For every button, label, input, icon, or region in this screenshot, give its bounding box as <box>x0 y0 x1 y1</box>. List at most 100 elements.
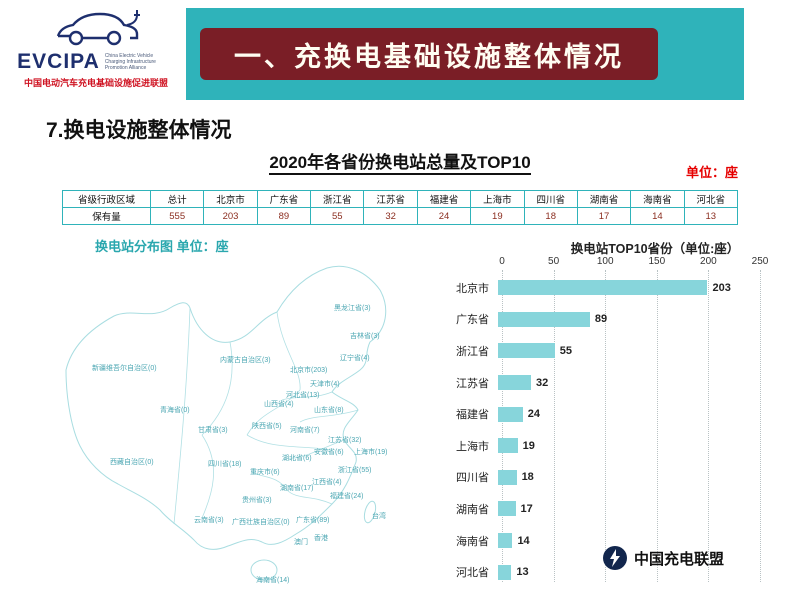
section-heading: 7.换电设施整体情况 <box>46 119 232 142</box>
logo-acronym: EVCIPA <box>17 50 100 73</box>
bar <box>498 406 523 422</box>
chart-title: 换电站TOP10省份（单位:座） <box>570 242 740 256</box>
province-border <box>286 489 333 505</box>
table-header-cell: 江苏省 <box>363 190 418 208</box>
table-value-cell: 14 <box>630 207 685 225</box>
map-province-label: 陕西省(5) <box>252 421 282 430</box>
x-axis-tick: 200 <box>700 256 717 267</box>
gridline <box>502 270 503 582</box>
unit-label: 单位：座 <box>685 165 738 180</box>
table-value-cell: 13 <box>683 207 739 225</box>
province-border <box>276 311 301 391</box>
map-province-label: 福建省(24) <box>330 491 363 500</box>
y-axis-label: 海南省 <box>456 535 489 548</box>
map-province-label: 云南省(3) <box>194 515 224 524</box>
map-province-label: 江苏省(32) <box>328 435 361 444</box>
chart-row: 广东省 89 <box>452 304 800 336</box>
province-border <box>201 341 233 436</box>
map-province-label: 黑龙江省(3) <box>334 303 371 312</box>
bar <box>498 438 518 454</box>
table-header-cell: 上海市 <box>470 190 525 208</box>
map-province-label: 四川省(18) <box>208 459 241 468</box>
x-axis-tick: 50 <box>548 256 560 267</box>
y-axis-label: 北京市 <box>456 282 489 295</box>
gridline <box>760 270 761 582</box>
y-axis-label: 四川省 <box>456 472 489 485</box>
bar <box>498 501 516 517</box>
table-value-cell: 保有量 <box>62 207 151 225</box>
bar-value-label: 13 <box>516 566 529 579</box>
table-value-cell: 555 <box>149 207 205 225</box>
bar <box>498 343 555 359</box>
chart-row: 上海市 19 <box>452 430 800 462</box>
header-banner: 一、充换电基础设施整体情况 <box>186 8 744 100</box>
map-province-label: 江西省(4) <box>312 477 342 486</box>
map-province-label: 天津市(4) <box>310 379 340 388</box>
table-header-cell: 海南省 <box>630 190 685 208</box>
x-axis-tick: 150 <box>648 256 666 267</box>
map-province-label: 广西壮族自治区(0) <box>232 517 290 526</box>
table-header-cell: 四川省 <box>523 190 578 208</box>
evcipa-logo: EVCIPA China Electric Vehicle Charging I… <box>10 4 182 89</box>
map-province-label: 新疆维吾尔自治区(0) <box>92 363 157 372</box>
gridline <box>708 270 710 582</box>
chart-row: 海南省 14 <box>452 525 800 557</box>
bar-value-label: 203 <box>712 281 731 294</box>
map-province-label: 辽宁省(4) <box>340 353 370 362</box>
province-border <box>281 391 333 401</box>
x-axis-tick: 0 <box>499 256 505 267</box>
y-axis-label: 湖南省 <box>456 503 489 516</box>
bar-value-label: 17 <box>520 502 533 515</box>
map-province-label: 内蒙古自治区(3) <box>220 355 271 364</box>
table-header-cell: 福建省 <box>416 190 472 208</box>
table-value-cell: 17 <box>576 207 632 225</box>
table-value-cell: 19 <box>470 207 525 225</box>
table-header-cell: 北京市 <box>203 190 258 208</box>
bar <box>498 375 532 391</box>
gridline <box>553 270 555 582</box>
map-province-label: 西藏自治区(0) <box>110 457 154 466</box>
map-province-label: 广东省(89) <box>296 515 329 524</box>
map-province-label: 海南省(14) <box>256 575 289 584</box>
map-title: 换电站分布图 单位：座 <box>95 239 229 254</box>
map-province-label: 上海市(19) <box>354 447 387 456</box>
map-province-label: 湖北省(6) <box>282 453 312 462</box>
map-province-label: 安徽省(6) <box>314 447 344 456</box>
table-value-cell: 24 <box>416 207 472 225</box>
chart-rows: 北京市 203 广东省 89 浙江省 55 江苏省 32 福建省 24 上海市 19 四川省 18 湖南省 1… <box>452 272 800 588</box>
map-province-label: 香港 <box>314 533 328 542</box>
y-axis-label: 上海市 <box>456 440 489 453</box>
y-axis-label: 广东省 <box>456 314 489 327</box>
map-province-label: 山东省(8) <box>314 405 344 414</box>
province-border <box>251 471 288 491</box>
chart-plot: 0 50 100 150 200 250 北京市 203 广东省 89 浙江省 55 江苏省 32 福建省 2… <box>452 256 800 596</box>
table-header-cell: 浙江省 <box>310 190 365 208</box>
bar-value-label: 89 <box>594 313 608 326</box>
bar-value-label: 32 <box>536 376 549 389</box>
y-axis-label: 江苏省 <box>456 377 489 390</box>
slide-title: 一、充换电基础设施整体情况 <box>200 28 658 80</box>
bar <box>498 469 517 485</box>
map-province-label: 吉林省(3) <box>350 331 380 340</box>
map-province-label: 湖南省(17) <box>280 483 313 492</box>
chart-row: 河北省 13 <box>452 556 800 588</box>
chart-row: 湖南省 17 <box>452 493 800 525</box>
bar-value-label: 14 <box>517 534 530 547</box>
map-province-label: 河南省(7) <box>290 425 320 434</box>
bar-value-label: 18 <box>521 471 534 484</box>
map-province-label: 台湾 <box>372 511 386 520</box>
province-border <box>299 409 359 423</box>
bar-value-label: 19 <box>522 439 535 452</box>
bar-chart: 换电站TOP10省份（单位:座） 0 50 100 150 200 250 北京市 203 广东… <box>452 238 800 596</box>
gridline <box>605 270 607 582</box>
footer-brand-text: 中国充电联盟 <box>634 550 725 568</box>
bar <box>498 280 708 296</box>
chart-row: 江苏省 32 <box>452 367 800 399</box>
x-axis-tick: 250 <box>751 256 769 267</box>
table-header-cell: 省级行政区域 <box>62 190 151 208</box>
alliance-logo-icon <box>603 546 627 570</box>
y-axis-label: 浙江省 <box>456 345 489 358</box>
map-province-label: 河北省(13) <box>286 390 319 399</box>
map-province-label: 甘肃省(3) <box>198 425 228 434</box>
